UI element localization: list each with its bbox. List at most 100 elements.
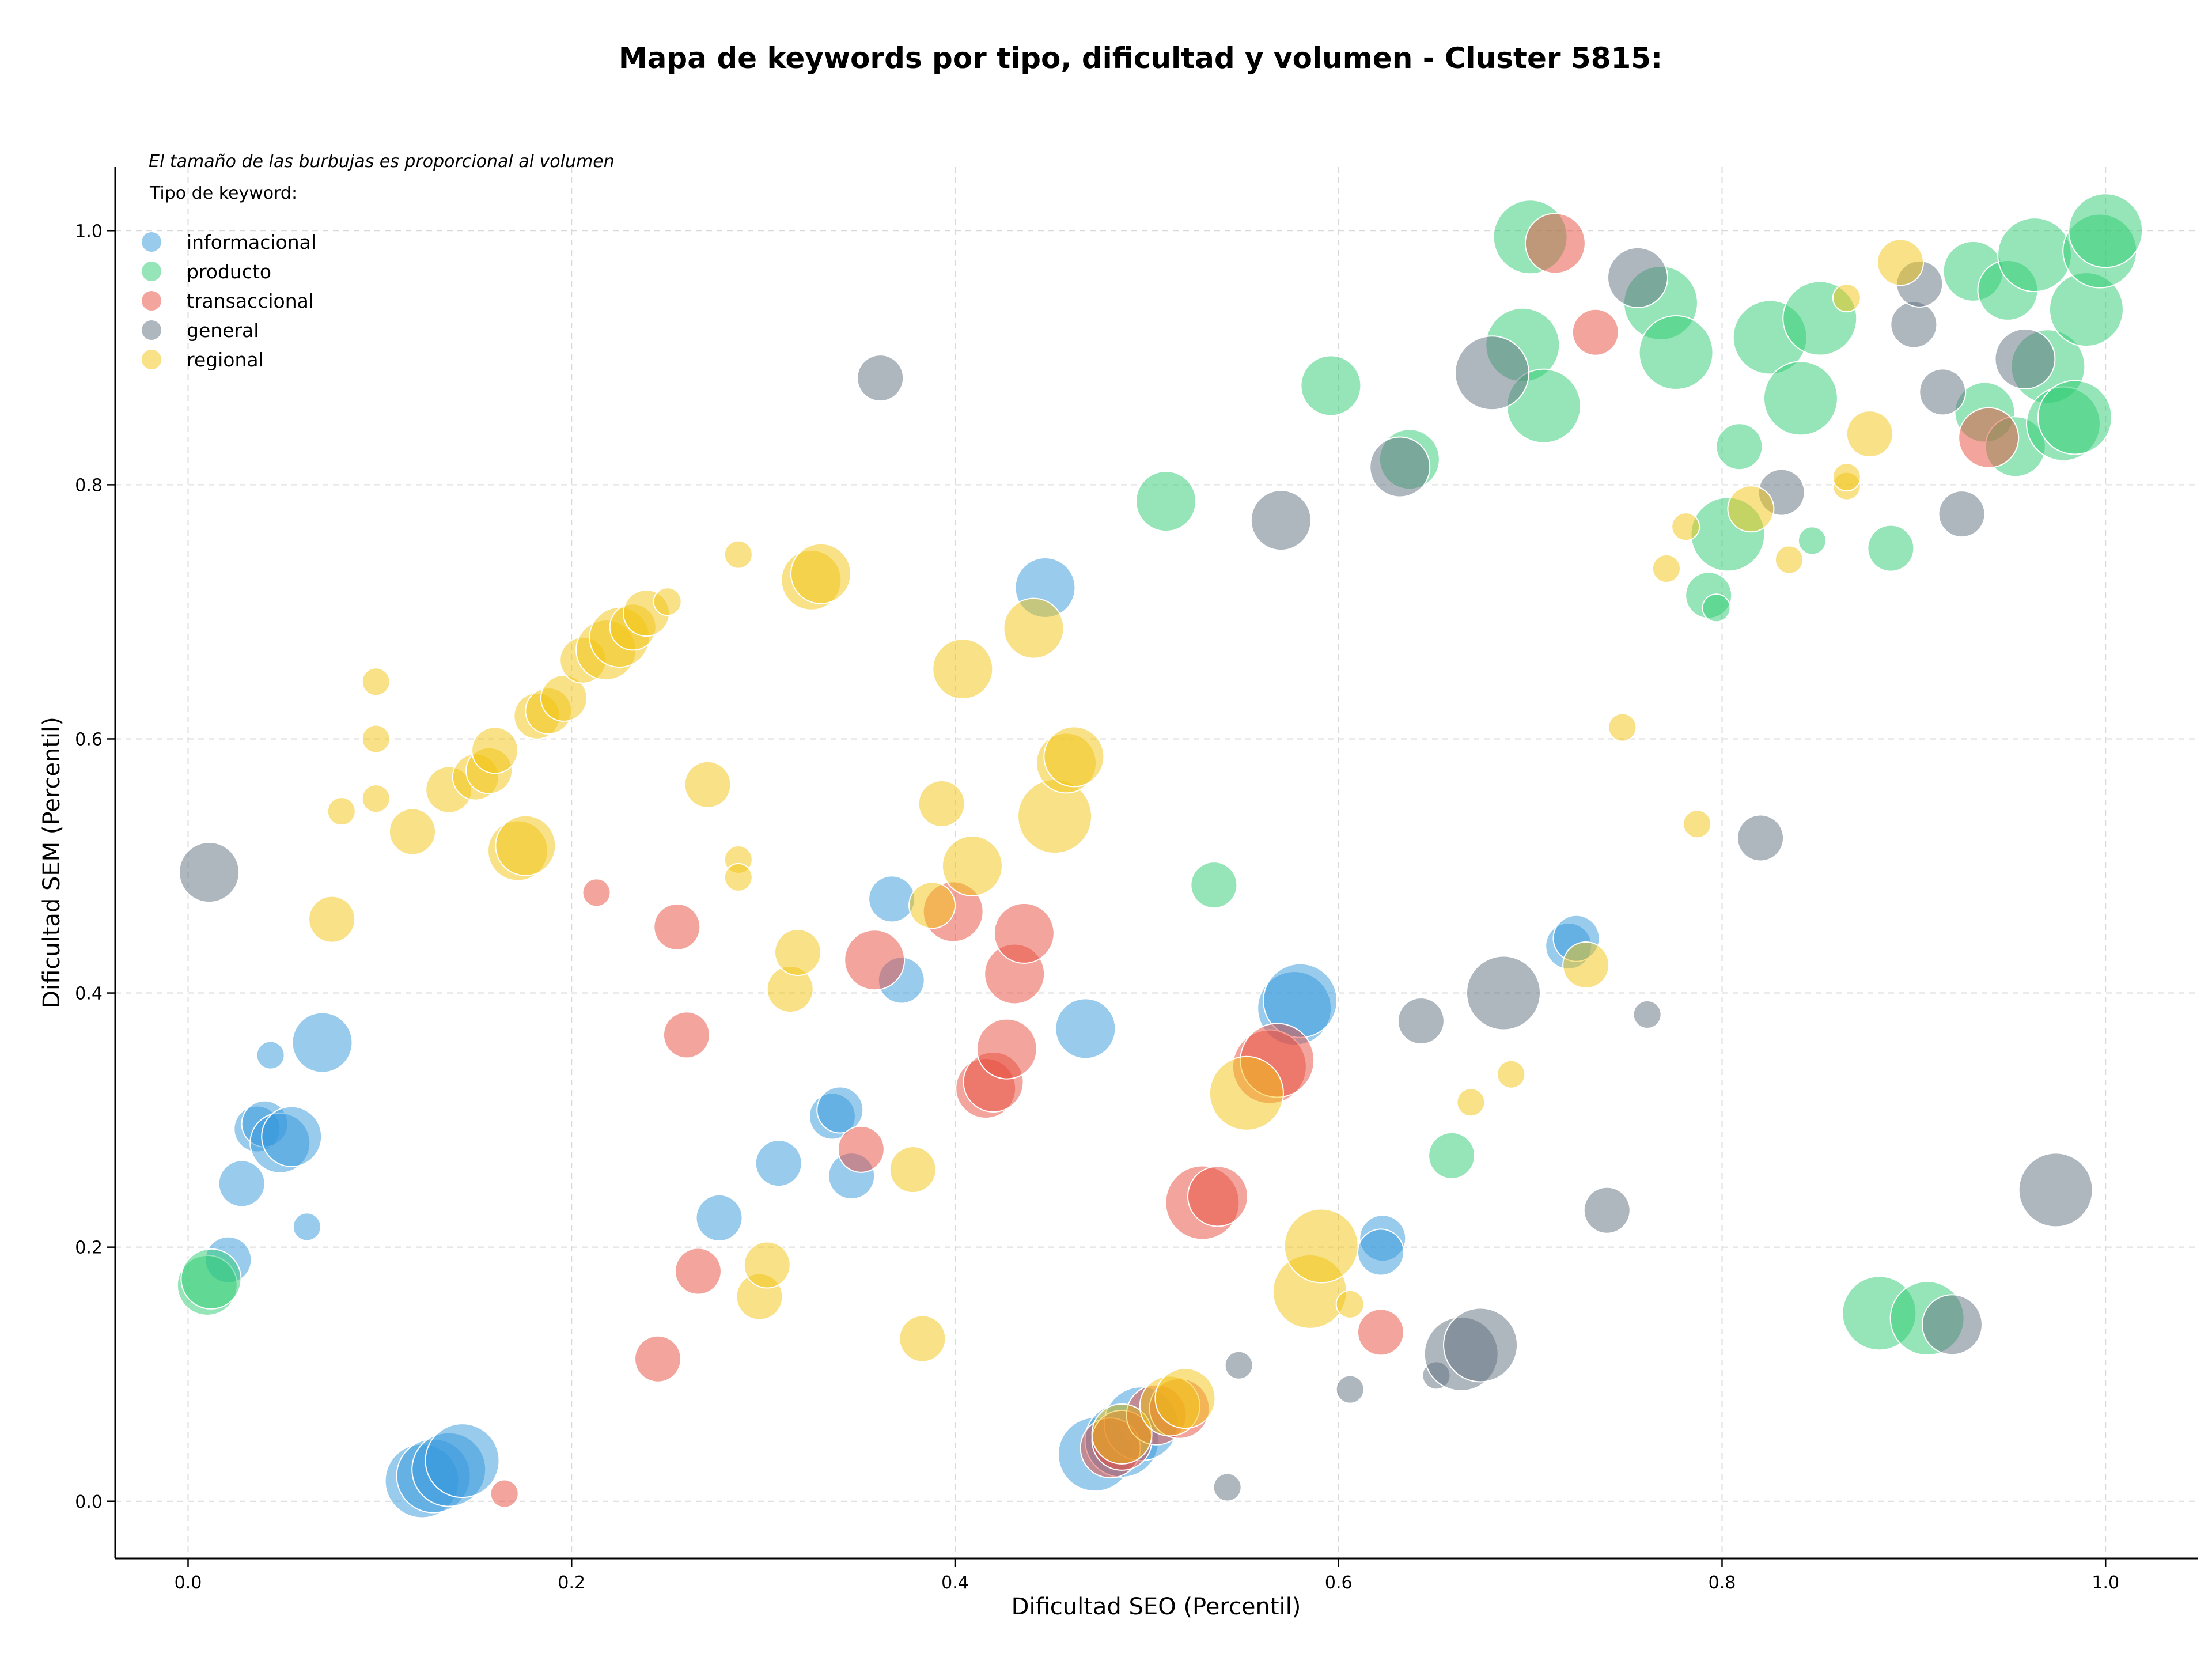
bubble-regional	[495, 815, 556, 876]
bubble-informacional	[292, 1212, 321, 1242]
bubble-producto	[2068, 193, 2143, 268]
bubble-general	[857, 354, 904, 402]
bubble-producto	[1997, 217, 2073, 293]
bubble-transaccional	[653, 903, 701, 951]
ticks: 0.0 0.2 0.4 0.6 0.8 1.0 0.0 0.2 0.4 0.6 0.8 1.0	[75, 221, 2119, 1593]
bubble-regional	[1877, 239, 1925, 286]
bubble-producto	[1702, 593, 1731, 623]
bubble-regional	[1608, 713, 1637, 742]
bubble-regional	[724, 862, 753, 892]
series-regional	[308, 239, 1925, 1465]
bubble-regional	[941, 835, 1003, 897]
bubble-producto	[2037, 380, 2112, 455]
bubble-informacional	[1357, 1228, 1404, 1276]
bubble-regional	[1727, 485, 1775, 533]
bubble-regional	[1154, 1368, 1216, 1429]
bubble-general	[1369, 436, 1431, 498]
x-tick-label: 0.8	[1709, 1573, 1736, 1593]
bubble-transaccional	[490, 1479, 519, 1508]
bubble-general	[1583, 1186, 1631, 1234]
bubble-regional	[1209, 1055, 1284, 1131]
bubble-regional	[1497, 1060, 1526, 1089]
legend: Tipo de keyword: informacional producto tr…	[142, 183, 316, 371]
bubble-regional	[918, 780, 965, 827]
bubble-regional	[540, 674, 588, 722]
x-tick-label: 0.0	[175, 1573, 202, 1593]
bubble-producto	[1135, 471, 1197, 532]
bubble-transaccional	[634, 1335, 682, 1383]
bubble-regional	[388, 808, 436, 856]
bubble-general	[1250, 490, 1312, 551]
series-general	[179, 247, 2093, 1502]
series-informacional	[204, 557, 1600, 1519]
bubble-producto	[1190, 861, 1238, 909]
bubble-regional	[653, 587, 682, 616]
bubble-regional	[1652, 554, 1681, 583]
bubble-regional	[361, 784, 391, 814]
bubble-regional	[932, 638, 994, 700]
bubble-transaccional	[582, 878, 611, 907]
bubble-producto	[1300, 355, 1362, 417]
x-tick-label: 0.2	[558, 1573, 585, 1593]
bubble-general	[1443, 1307, 1518, 1383]
bubble-regional	[790, 543, 851, 604]
bubble-regional	[889, 1146, 937, 1194]
bubble-general	[1633, 1000, 1662, 1030]
bubble-regional	[1043, 726, 1105, 788]
legend-marker-general	[142, 320, 161, 340]
bubble-transaccional	[976, 1018, 1037, 1080]
bubble-regional	[308, 895, 356, 943]
bubble-general	[1994, 328, 2056, 390]
bubble-regional	[724, 540, 753, 569]
bubble-general	[1466, 955, 1541, 1031]
bubble-regional	[1335, 1289, 1365, 1319]
bubble-informacional	[218, 1160, 266, 1208]
legend-marker-informacional	[142, 232, 161, 252]
bubble-transaccional	[837, 1125, 885, 1173]
bubble-informacional	[291, 1012, 353, 1073]
bubble-producto	[1428, 1132, 1476, 1179]
bubble-general	[1397, 997, 1445, 1045]
bubble-general	[1921, 1294, 1983, 1356]
bubble-regional	[1091, 1403, 1153, 1465]
legend-marker-transaccional	[142, 291, 161, 311]
bubble-informacional	[755, 1140, 802, 1187]
bubble-producto	[1638, 315, 1714, 390]
legend-label-general: general	[187, 319, 259, 342]
bubble-regional	[1832, 463, 1861, 492]
bubble-producto	[1867, 524, 1915, 572]
bubble-regional	[361, 724, 391, 754]
bubble-general	[179, 842, 240, 903]
bubble-regional	[327, 797, 356, 826]
bubble-regional	[1774, 545, 1804, 574]
y-tick-label: 0.6	[75, 729, 103, 750]
bubble-general	[2018, 1152, 2093, 1228]
bubble-general	[1890, 301, 1938, 349]
bubble-transaccional	[1958, 407, 2020, 468]
bubble-producto	[1763, 361, 1838, 436]
bubble-regional	[1832, 283, 1861, 313]
bubble-general	[1919, 368, 1967, 416]
bubble-transaccional	[1571, 308, 1619, 356]
y-tick-label: 0.0	[75, 1492, 103, 1512]
axes	[114, 167, 2198, 1560]
legend-label-transaccional: transaccional	[187, 290, 314, 312]
bubble-general	[1213, 1473, 1242, 1502]
y-tick-label: 0.8	[75, 475, 103, 495]
bubble-informacional	[261, 1106, 323, 1167]
y-tick-label: 0.4	[75, 984, 103, 1004]
legend-label-producto: producto	[187, 260, 271, 283]
bubble-informacional	[695, 1194, 743, 1242]
bubble-transaccional	[662, 1011, 710, 1059]
x-tick-label: 0.6	[1325, 1573, 1353, 1593]
bubble-general	[1607, 247, 1669, 308]
x-tick-label: 0.4	[941, 1573, 969, 1593]
bubble-regional	[1003, 597, 1065, 659]
x-tick-label: 1.0	[2092, 1573, 2119, 1593]
bubble-transaccional	[1357, 1308, 1404, 1356]
bubble-regional	[471, 727, 519, 774]
bubble-transaccional	[993, 902, 1055, 964]
bubble-informacional	[1055, 998, 1116, 1060]
bubble-producto	[1797, 526, 1827, 555]
bubble-regional	[1846, 410, 1893, 458]
